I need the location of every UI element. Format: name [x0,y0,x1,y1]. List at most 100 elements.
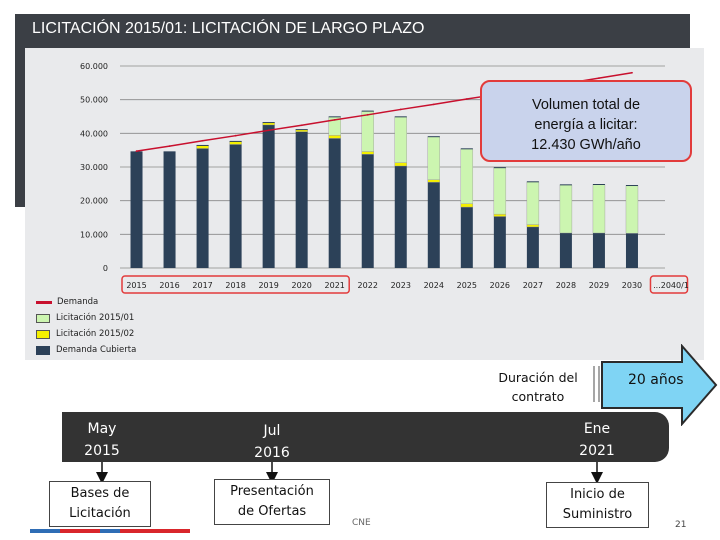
bar-licitacion-2015-02 [460,203,474,208]
point-demanda [631,71,633,74]
legend-label-demanda-cubierta: Demanda Cubierta [56,345,137,355]
point-demanda [432,103,435,106]
bar-demanda-cubierta [493,216,506,268]
point-demanda [598,77,600,80]
legend-label-licitacion-2015-02: Licitación 2015/02 [56,329,135,339]
y-tick-label: 20.000 [80,197,108,206]
x-tick-label: 2028 [556,281,576,290]
legend-item-licitacion-2015-01: Licitación 2015/01 [36,310,136,326]
x-tick-label: 2026 [490,281,510,290]
x-tick-label: 2029 [589,281,609,290]
bar-demanda-cubierta [625,233,638,268]
timeline-date-1-year: 2015 [84,443,120,459]
x-tick-label: 2024 [424,281,444,290]
x-tick-label: 2018 [225,281,245,290]
highlight-box-years [121,275,350,294]
legend-item-demanda-cubierta: Demanda Cubierta [36,342,136,358]
footer-stripe-red-2 [120,529,190,533]
bar-demanda-cubierta [559,232,572,268]
y-tick-label: 0 [103,264,108,273]
timeline-date-may-2015: May 2015 [70,418,134,462]
bar-licitacion-2015-01 [460,148,474,204]
milestone-3-line-1: Inicio de [570,487,625,502]
duration-arrow-icon [601,344,718,426]
x-tick-label: 2021 [325,281,345,290]
duration-label: Duración del contrato [488,368,588,406]
timeline-date-3-year: 2021 [579,443,615,459]
x-tick-label: 2019 [258,281,278,290]
bar-licitacion-2015-02 [427,179,440,183]
bar-demanda-cubierta [427,182,440,268]
chart-legend: Demanda Licitación 2015/01 Licitación 20… [36,294,136,358]
x-tick-label: 2030 [622,281,642,290]
legend-line-demanda [36,300,52,304]
milestone-bases-licitacion: Bases de Licitación [49,481,151,527]
y-tick-label: 60.000 [80,62,108,71]
legend-swatch-licitacion-2015-02 [36,329,50,339]
legend-item-demanda: Demanda [36,294,136,310]
callout-line-2: energía a licitar: [534,117,638,133]
bar-licitacion-2015-02 [493,213,507,217]
y-tick-label: 30.000 [80,163,108,172]
point-demanda [201,139,204,142]
milestone-1-line-1: Bases de [70,486,130,501]
x-tick-label: ...2040/1 [653,281,689,290]
point-demanda [366,113,369,116]
highlight-box-last [649,275,689,294]
legend-swatch-licitacion-2015-01 [36,313,50,323]
bar-licitacion-2015-02 [526,224,540,228]
callout-line-1: Volumen total de [531,97,641,113]
x-tick-label: 2016 [159,281,179,290]
bar-licitacion-2015-01 [361,110,374,152]
duration-bracket [593,366,600,402]
x-tick-label: 2020 [291,281,311,290]
callout-volume: Volumen total de energía a licitar: 12.4… [480,80,692,162]
timeline-arrows [96,462,603,484]
bar-demanda-cubierta [526,226,539,268]
milestone-3-line-2: Suministro [562,507,633,522]
timeline-date-2-month: Jul [263,423,281,439]
footer-stripe-blue-2 [100,529,120,533]
bar-licitacion-2015-01 [526,181,540,225]
bar-licitacion-2015-01 [592,184,606,234]
point-demanda [333,118,336,121]
bar-demanda-cubierta [262,124,275,269]
bar-licitacion-2015-01 [559,184,573,234]
source-label: CNE [352,518,371,528]
bar-demanda-cubierta [394,165,407,268]
bar-demanda-cubierta [592,232,605,268]
bar-licitacion-2015-01 [493,167,507,215]
x-tick-label: 2023 [391,281,411,290]
bar-demanda-cubierta [163,151,176,268]
point-demanda [168,145,171,148]
timeline-date-1-month: May [87,421,117,437]
x-tick-label: 2017 [192,281,212,290]
timeline-date-jul-2016: Jul 2016 [240,420,304,464]
point-demanda [267,129,270,132]
footer-stripe-red [60,529,100,533]
x-tick-label: 2025 [457,281,477,290]
bar-licitacion-2015-01 [625,185,639,234]
bar-demanda-cubierta [460,207,473,268]
duration-label-line-2: contrato [511,389,565,404]
milestone-2-line-2: de Ofertas [237,504,307,519]
legend-swatch-demanda-cubierta [36,345,50,355]
timeline-date-2-year: 2016 [254,445,290,461]
milestone-2-line-1: Presentación [230,484,314,499]
bar-demanda-cubierta [328,138,341,268]
bar-licitacion-2015-02 [361,151,374,155]
bar-demanda-cubierta [196,148,209,268]
milestone-1-line-2: Licitación [69,506,131,521]
page-title: LICITACIÓN 2015/01: LICITACIÓN DE LARGO … [32,20,425,37]
point-demanda [135,150,138,153]
y-tick-label: 50.000 [80,96,108,105]
page-number: 21 [675,520,687,530]
bar-demanda-cubierta [229,144,242,268]
point-demanda [399,108,402,111]
legend-label-licitacion-2015-01: Licitación 2015/01 [56,313,135,323]
point-demanda [234,134,237,137]
milestone-inicio-suministro: Inicio de Suministro [546,482,649,528]
bar-licitacion-2015-01 [394,116,407,163]
x-tick-label: 2015 [126,281,146,290]
callout-line-3: 12.430 GWh/año [531,137,641,153]
